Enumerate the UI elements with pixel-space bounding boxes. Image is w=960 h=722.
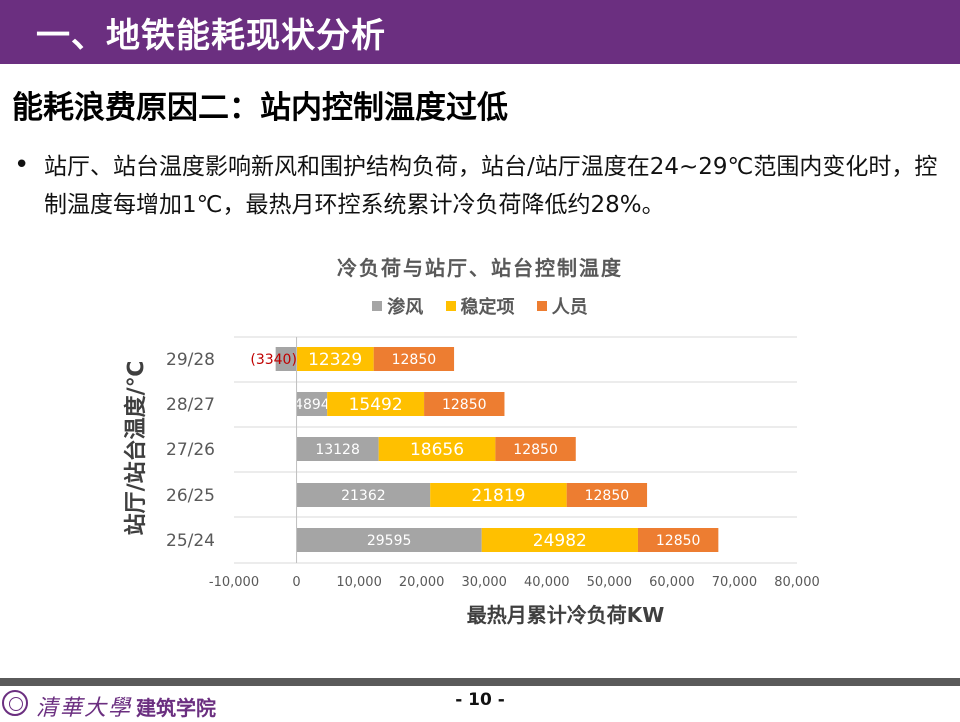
category-label: 27/26 xyxy=(166,440,215,460)
x-tick-label: 40,000 xyxy=(524,575,570,590)
data-label-stable: 12329 xyxy=(308,350,362,370)
bullet-marker: • xyxy=(14,150,30,180)
legend-swatch-infiltration xyxy=(372,301,383,311)
x-tick-label: 30,000 xyxy=(461,575,507,590)
legend-swatch-stable xyxy=(445,301,456,311)
bar-infiltration xyxy=(296,528,482,552)
stacked-bar-chart: 29/28 28/27 27/26 26/25 25/24 -10,000 0 10,000 2… xyxy=(166,336,820,627)
chart-legend: 渗风 稳定项 人员 xyxy=(0,293,960,319)
category-label: 28/27 xyxy=(166,395,215,415)
legend-label-stable: 稳定项 xyxy=(460,297,515,318)
x-tick-label: -10,000 xyxy=(209,575,259,590)
legend-label-personnel: 人员 xyxy=(551,297,588,318)
bar-infiltration xyxy=(275,347,297,371)
legend-swatch-personnel xyxy=(536,301,547,311)
legend-item-infiltration: 渗风 xyxy=(372,293,423,319)
data-label-infiltration: 21362 xyxy=(341,488,386,504)
data-label-stable: 24982 xyxy=(533,531,587,551)
x-tick-label: 50,000 xyxy=(587,575,633,590)
bar-stable xyxy=(481,528,638,552)
data-label-infiltration: (3340) xyxy=(250,352,297,368)
bar-personnel xyxy=(637,528,719,552)
category-label: 26/25 xyxy=(166,486,215,506)
category-label: 29/28 xyxy=(166,350,215,370)
data-label-personnel: 12850 xyxy=(442,397,487,413)
data-label-stable: 18656 xyxy=(410,440,464,460)
x-tick-label: 10,000 xyxy=(336,575,382,590)
bar-stable xyxy=(430,483,567,507)
bar-personnel xyxy=(373,347,455,371)
page-number: - 10 - xyxy=(455,690,505,710)
data-label-personnel: 12850 xyxy=(392,352,437,368)
bar-infiltration xyxy=(296,392,328,416)
legend-item-stable: 稳定项 xyxy=(445,293,515,319)
data-label-stable: 15492 xyxy=(349,395,403,415)
data-label-personnel: 12850 xyxy=(513,442,558,458)
chart-title: 冷负荷与站厅、站台控制温度 xyxy=(337,256,623,280)
university-script-logo: 清華大學 xyxy=(36,696,133,721)
bar-stable xyxy=(378,437,496,461)
bar-personnel xyxy=(424,392,505,416)
section-subtitle: 能耗浪费原因二：站内控制温度过低 xyxy=(12,90,508,126)
x-tick-label: 70,000 xyxy=(712,575,758,590)
data-label-infiltration: 4894 xyxy=(294,397,330,413)
bar-infiltration xyxy=(296,437,379,461)
bar-stable xyxy=(327,392,425,416)
bullet-text: 站厅、站台温度影响新风和围护结构负荷，站台/站厅温度在24~29℃范围内变化时，… xyxy=(44,154,938,218)
legend-label-infiltration: 渗风 xyxy=(387,297,424,318)
slide-title: 一、地铁能耗现状分析 xyxy=(36,16,386,56)
footer-bar xyxy=(0,678,960,686)
x-tick-label: 0 xyxy=(292,575,300,590)
header-bar: 一、地铁能耗现状分析 xyxy=(0,0,960,64)
x-tick-label: 20,000 xyxy=(399,575,445,590)
category-label: 25/24 xyxy=(166,531,215,551)
bar-stable xyxy=(296,347,374,371)
data-label-infiltration: 29595 xyxy=(367,533,412,549)
data-label-infiltration: 13128 xyxy=(315,442,360,458)
school-name: 建筑学院 xyxy=(136,696,216,720)
x-axis-label: 最热月累计冷负荷KW xyxy=(467,603,665,627)
legend-item-personnel: 人员 xyxy=(536,293,588,319)
data-label-personnel: 12850 xyxy=(656,533,701,549)
bar-personnel xyxy=(495,437,576,461)
bar-personnel xyxy=(566,483,648,507)
data-label-personnel: 12850 xyxy=(585,488,630,504)
data-label-stable: 21819 xyxy=(471,486,525,506)
x-tick-label: 80,000 xyxy=(774,575,820,590)
x-tick-label: 60,000 xyxy=(649,575,695,590)
university-seal-logo xyxy=(2,690,28,716)
bar-infiltration xyxy=(296,483,431,507)
